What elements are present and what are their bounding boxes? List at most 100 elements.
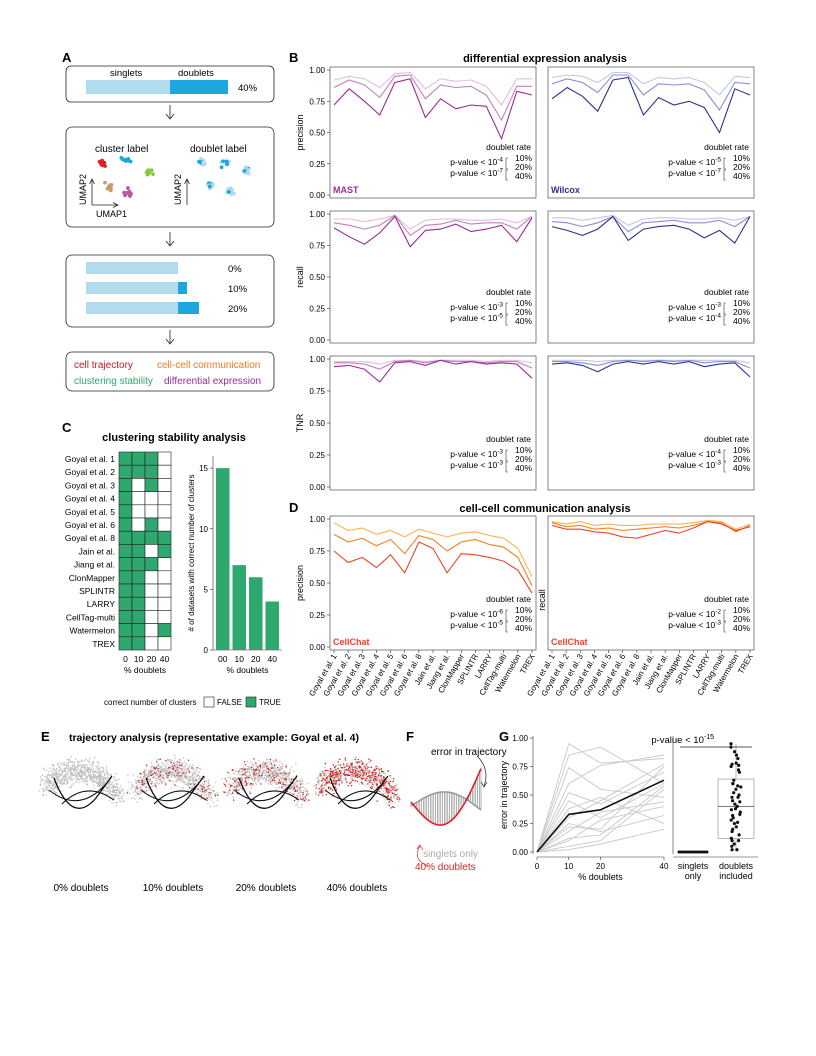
cell-point xyxy=(336,771,338,773)
cell-point xyxy=(368,775,370,777)
x-tick-label: TREX xyxy=(518,652,537,676)
cell-point xyxy=(147,787,149,789)
cell-point xyxy=(169,780,171,782)
cell-point xyxy=(210,796,212,798)
cell-point xyxy=(185,777,187,779)
cell-point xyxy=(377,767,380,770)
umap-doublet-point xyxy=(221,159,226,164)
cell-point xyxy=(232,796,234,798)
cell-point xyxy=(236,793,239,795)
cell-point xyxy=(111,802,113,804)
cell-point xyxy=(236,785,238,788)
cell-point xyxy=(92,776,95,779)
cell-point xyxy=(265,770,267,772)
doublet-point xyxy=(738,800,742,804)
cell-point xyxy=(134,798,136,800)
cell-point xyxy=(246,765,249,768)
cell-point xyxy=(157,778,159,781)
heatmap-row-label: Watermelon xyxy=(69,626,115,636)
cell-point xyxy=(380,775,382,777)
cell-point xyxy=(153,766,155,769)
cell-point xyxy=(78,773,80,775)
cell-point xyxy=(396,788,398,790)
cell-point xyxy=(105,771,107,773)
cell-point xyxy=(111,785,113,788)
cell-point xyxy=(212,786,214,788)
p-value-base: p-value < 10 xyxy=(450,157,497,167)
cell-point xyxy=(203,783,206,785)
cell-point xyxy=(288,788,290,790)
cell-point xyxy=(285,777,287,780)
cell-point xyxy=(255,764,257,766)
bar-10 xyxy=(232,565,246,650)
cell-point xyxy=(322,784,324,786)
cell-point xyxy=(122,788,124,791)
legend-title: doublet rate xyxy=(486,594,531,604)
cell-point xyxy=(59,781,61,783)
y-tick-label: 0.75 xyxy=(512,763,528,772)
cell-point xyxy=(45,786,48,788)
series-line-10pct xyxy=(552,214,751,226)
error-in-trajectory-label: error in trajectory xyxy=(431,747,507,758)
cell-point xyxy=(326,779,328,781)
cell-point xyxy=(81,778,83,780)
cell-point xyxy=(54,787,56,789)
cell-point xyxy=(332,775,334,778)
cell-point xyxy=(292,785,294,787)
dataset-line xyxy=(536,763,665,853)
cell-point xyxy=(44,776,47,778)
dataset-line xyxy=(536,746,665,853)
cell-point xyxy=(59,770,61,772)
cell-point xyxy=(103,773,106,775)
cell-point xyxy=(223,783,226,786)
cell-point xyxy=(233,799,235,801)
cell-point xyxy=(376,779,378,781)
cell-point xyxy=(359,766,361,768)
cell-point xyxy=(293,799,296,802)
cell-point xyxy=(46,781,49,783)
cell-point xyxy=(61,769,63,771)
cell-point xyxy=(110,786,112,789)
cell-point xyxy=(338,773,340,775)
cell-point xyxy=(176,773,178,775)
cell-point xyxy=(115,785,117,788)
cell-point xyxy=(243,768,245,770)
legend-title: doublet rate xyxy=(486,287,531,297)
cell-point xyxy=(369,778,371,780)
cell-point xyxy=(239,786,242,788)
cell-point xyxy=(55,771,57,773)
cell-point xyxy=(187,780,189,782)
y-tick-label: 0.50 xyxy=(309,129,325,138)
cell-point xyxy=(84,769,86,771)
cell-point xyxy=(350,763,352,766)
cell-point xyxy=(369,787,372,789)
cell-point xyxy=(79,761,81,763)
cell-point xyxy=(149,778,151,781)
cell-point xyxy=(344,757,346,759)
cell-point xyxy=(262,778,264,781)
cell-point xyxy=(174,777,177,779)
cell-point xyxy=(324,779,327,781)
cell-point xyxy=(63,774,65,777)
y-tick-label: 0.00 xyxy=(309,336,325,345)
cell-point xyxy=(237,784,239,786)
cell-point xyxy=(356,776,359,778)
cell-point xyxy=(325,772,327,775)
cell-point xyxy=(259,764,261,766)
cell-point xyxy=(345,769,347,771)
cell-point xyxy=(355,756,358,758)
umap-doublet-point xyxy=(207,184,212,189)
series-line-40pct xyxy=(333,359,533,383)
cell-point xyxy=(159,773,161,775)
cell-point xyxy=(376,776,378,778)
cell-point xyxy=(376,782,378,784)
cell-point xyxy=(319,788,321,790)
cell-point xyxy=(108,787,110,790)
cell-point xyxy=(363,771,365,774)
cell-point xyxy=(217,799,219,801)
cell-point xyxy=(343,778,345,780)
cell-point xyxy=(243,769,245,771)
cell-point xyxy=(108,781,110,783)
cell-point xyxy=(107,790,109,793)
cell-point xyxy=(74,773,76,775)
